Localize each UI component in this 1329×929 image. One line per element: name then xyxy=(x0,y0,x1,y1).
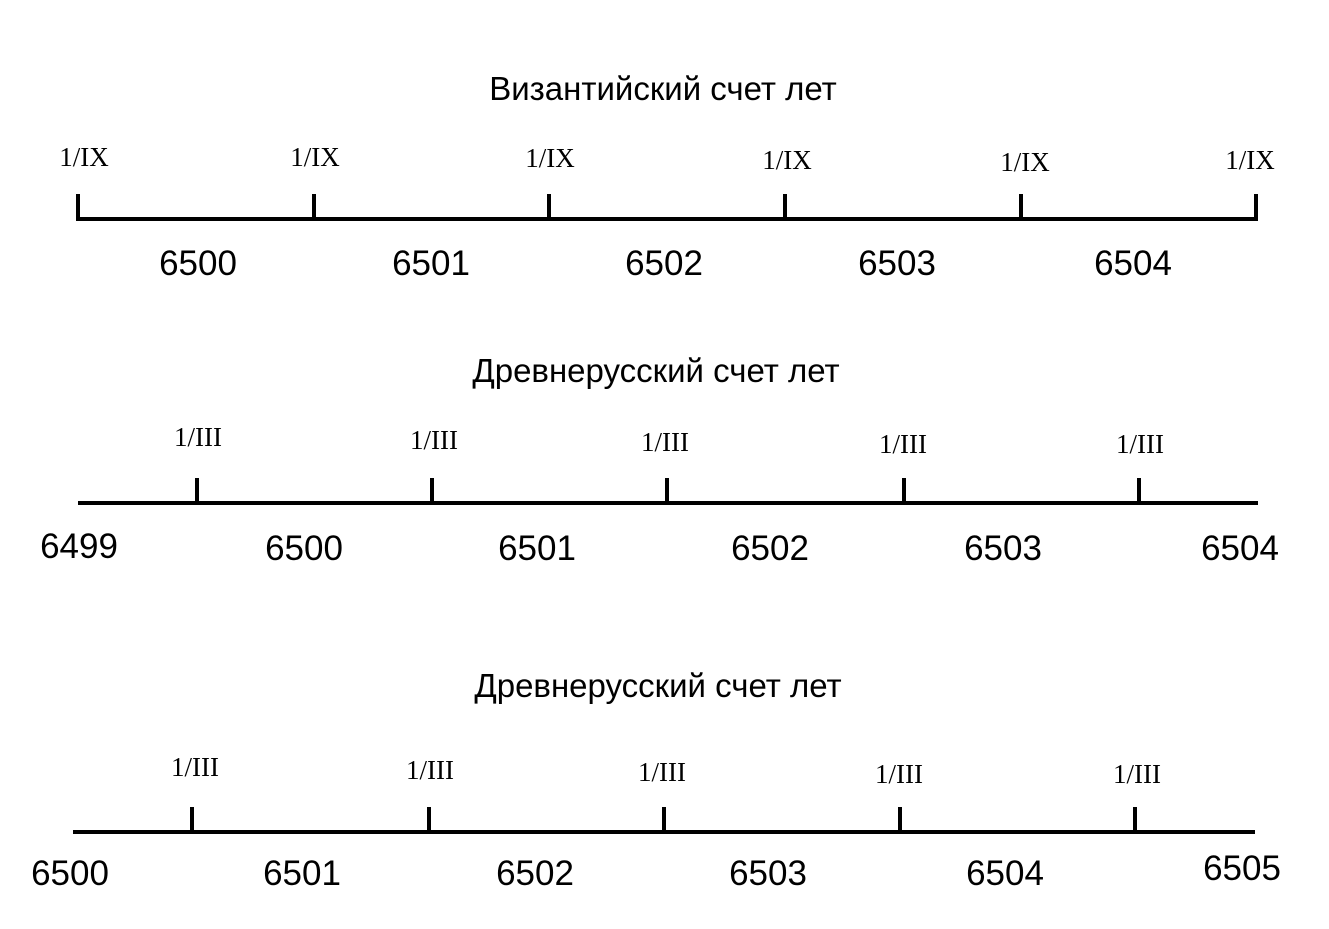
year-label: 6503 xyxy=(964,529,1042,568)
tick-label: 1/IX xyxy=(525,143,575,173)
year-label: 6504 xyxy=(966,854,1044,893)
year-label: 6502 xyxy=(731,529,809,568)
tick-label: 1/IX xyxy=(290,142,340,172)
timeline-title: Древнерусский счет лет xyxy=(472,352,839,389)
year-label: 6501 xyxy=(498,529,576,568)
timeline-old-russian-1: Древнерусский счет лет 1/III 1/III 1/III… xyxy=(40,352,1279,568)
tick-label: 1/III xyxy=(879,429,927,459)
timeline-byzantine: Византийский счет лет 1/IX 1/IX 1/IX 1/I… xyxy=(59,70,1275,283)
tick-label: 1/III xyxy=(410,425,458,455)
year-label: 6503 xyxy=(729,854,807,893)
year-label: 6504 xyxy=(1201,529,1279,568)
year-label: 6504 xyxy=(1094,244,1172,283)
tick-label: 1/III xyxy=(641,427,689,457)
year-label: 6503 xyxy=(858,244,936,283)
tick-label: 1/III xyxy=(1113,759,1161,789)
year-label: 6501 xyxy=(392,244,470,283)
tick-label: 1/IX xyxy=(59,142,109,172)
year-label: 6501 xyxy=(263,854,341,893)
timeline-title: Древнерусский счет лет xyxy=(474,667,841,704)
tick-label: 1/III xyxy=(875,759,923,789)
timeline-title: Византийский счет лет xyxy=(489,70,837,107)
year-label: 6499 xyxy=(40,527,118,566)
year-label: 6500 xyxy=(159,244,237,283)
tick-label: 1/IX xyxy=(1000,147,1050,177)
tick-label: 1/III xyxy=(406,755,454,785)
year-label: 6502 xyxy=(496,854,574,893)
tick-label: 1/III xyxy=(1116,429,1164,459)
tick-label: 1/III xyxy=(174,422,222,452)
timeline-old-russian-2: Древнерусский счет лет 1/III 1/III 1/III… xyxy=(31,667,1281,893)
year-label: 6500 xyxy=(265,529,343,568)
tick-label: 1/IX xyxy=(1225,145,1275,175)
tick-label: 1/IX xyxy=(762,145,812,175)
year-label: 6505 xyxy=(1203,849,1281,888)
year-label: 6500 xyxy=(31,854,109,893)
tick-label: 1/III xyxy=(638,757,686,787)
year-label: 6502 xyxy=(625,244,703,283)
tick-label: 1/III xyxy=(171,752,219,782)
